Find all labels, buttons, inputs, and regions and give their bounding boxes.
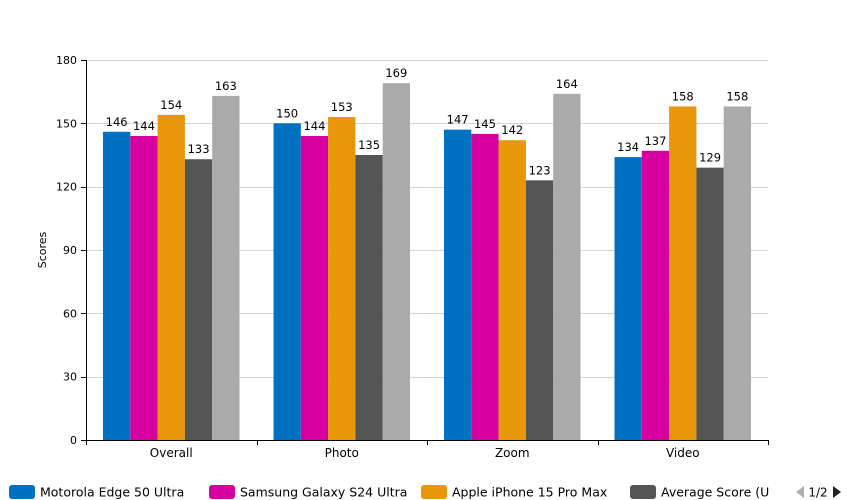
data-labels: 146 144 154 133 163 150 144 153 135 169 147 145 142 1… — [106, 66, 749, 177]
bar[interactable] — [212, 95, 240, 440]
bar[interactable] — [525, 180, 554, 441]
bar[interactable] — [553, 93, 581, 441]
data-label: 153 — [331, 100, 353, 114]
y-tick-label: 30 — [63, 371, 77, 384]
bar[interactable] — [471, 133, 499, 440]
axes: 0 30 60 90 120 150 180 Overall Photo Zoom Video — [56, 54, 769, 460]
bar[interactable] — [130, 136, 158, 440]
data-label: 158 — [672, 89, 694, 103]
bar[interactable] — [723, 106, 751, 440]
data-label: 135 — [358, 138, 380, 152]
bar[interactable] — [498, 140, 526, 440]
data-label: 169 — [385, 66, 407, 80]
bar[interactable] — [300, 136, 329, 440]
data-label: 154 — [160, 98, 182, 112]
data-label: 123 — [529, 163, 551, 177]
legend-swatch — [421, 485, 447, 499]
data-label: 133 — [188, 142, 210, 156]
legend-item[interactable]: Apple iPhone 15 Pro Max — [421, 485, 607, 500]
bar[interactable] — [382, 83, 410, 440]
data-label: 150 — [276, 106, 298, 120]
bar[interactable] — [273, 123, 301, 440]
legend-label: Average Score (U — [661, 485, 769, 500]
bar[interactable] — [328, 117, 356, 440]
data-label: 144 — [133, 119, 155, 133]
data-label: 129 — [699, 151, 721, 165]
bar[interactable] — [641, 150, 670, 440]
data-label: 145 — [474, 117, 496, 131]
data-label: 146 — [106, 115, 128, 129]
legend-swatch — [630, 485, 656, 499]
bar[interactable] — [355, 155, 383, 440]
legend-label: Apple iPhone 15 Pro Max — [452, 485, 607, 500]
bar[interactable] — [614, 157, 642, 440]
pager-next-arrow-icon[interactable] — [833, 486, 841, 498]
data-label: 137 — [644, 134, 666, 148]
bar[interactable] — [444, 129, 472, 440]
y-tick-label: 60 — [63, 307, 77, 320]
x-tick-label: Overall — [150, 446, 193, 460]
x-tick-label: Photo — [325, 446, 359, 460]
bar[interactable] — [696, 167, 724, 440]
pager-text: 1/2 — [808, 486, 827, 500]
legend[interactable]: Motorola Edge 50 Ultra Samsung Galaxy S24… — [9, 485, 769, 500]
data-label: 164 — [556, 77, 578, 91]
data-label: 144 — [303, 119, 325, 133]
legend-label: Samsung Galaxy S24 Ultra — [240, 485, 407, 500]
bar[interactable] — [157, 114, 185, 440]
y-tick-label: 150 — [56, 117, 77, 130]
y-axis-title: Scores — [36, 231, 49, 268]
y-tick-label: 180 — [56, 54, 77, 67]
y-tick-label: 90 — [63, 244, 77, 257]
legend-item[interactable]: Motorola Edge 50 Ultra — [9, 485, 184, 500]
data-label: 134 — [617, 140, 639, 154]
x-tick-label: Video — [666, 446, 700, 460]
bar[interactable] — [669, 106, 697, 440]
legend-item[interactable]: Average Score (U — [630, 485, 769, 500]
x-tick-label: Zoom — [495, 446, 530, 460]
legend-pager[interactable]: 1/2 — [796, 486, 841, 500]
bars — [103, 83, 751, 441]
legend-swatch — [9, 485, 35, 499]
y-tick-label: 120 — [56, 181, 77, 194]
pager-prev-arrow-icon[interactable] — [796, 486, 804, 498]
bar[interactable] — [103, 131, 131, 440]
bar[interactable] — [184, 159, 213, 440]
data-label: 142 — [501, 123, 523, 137]
data-label: 147 — [447, 113, 469, 127]
legend-swatch — [209, 485, 235, 499]
data-label: 163 — [215, 79, 237, 93]
data-label: 158 — [726, 89, 748, 103]
legend-label: Motorola Edge 50 Ultra — [40, 485, 184, 500]
legend-item[interactable]: Samsung Galaxy S24 Ultra — [209, 485, 407, 500]
y-tick-label: 0 — [70, 434, 77, 447]
